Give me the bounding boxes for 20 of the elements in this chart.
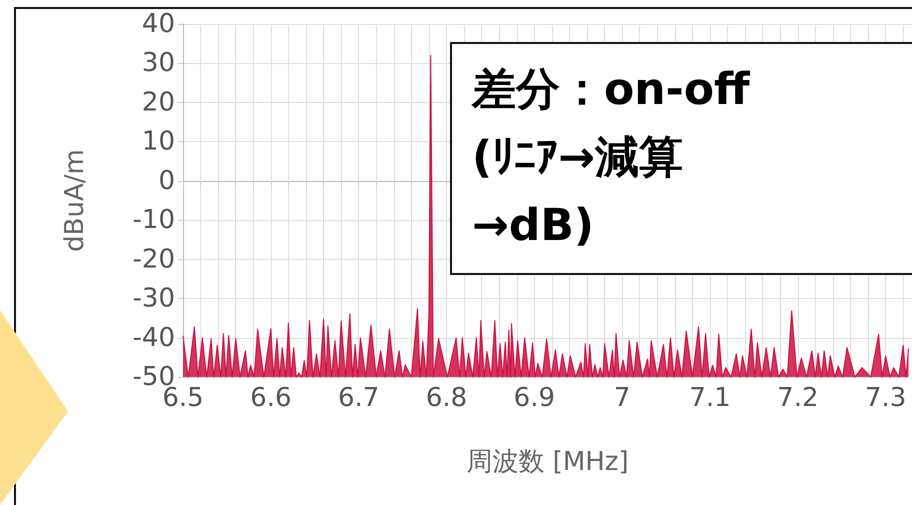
y-tick-label: 30 <box>142 48 175 78</box>
x-tick-label: 6.9 <box>514 383 556 413</box>
x-tick-label: 7.3 <box>864 383 906 413</box>
y-tick-label: -30 <box>132 284 175 314</box>
x-tick-label: 7 <box>614 383 630 413</box>
x-tick-label: 6.6 <box>250 383 292 413</box>
x-tick-label: 7.1 <box>689 383 731 413</box>
callout-box: 差分：on-off (ﾘﾆｱ→減算 →dB) <box>450 42 912 275</box>
y-tick-label: 10 <box>142 126 175 157</box>
x-tick-label: 6.8 <box>426 383 468 413</box>
y-tick-label: 20 <box>142 87 175 118</box>
x-tick-label: 7.2 <box>777 383 818 413</box>
y-tick-label: 0 <box>158 166 175 196</box>
x-tick-label: 6.7 <box>338 383 380 413</box>
y-axis-title: dBuA/m <box>60 149 90 252</box>
y-tick-label: -40 <box>132 322 175 353</box>
y-tick-label: 40 <box>142 9 175 39</box>
y-tick-label: -10 <box>132 205 175 236</box>
y-tick-label: -20 <box>132 244 175 274</box>
x-axis-title: 周波数 [MHz] <box>466 447 629 477</box>
